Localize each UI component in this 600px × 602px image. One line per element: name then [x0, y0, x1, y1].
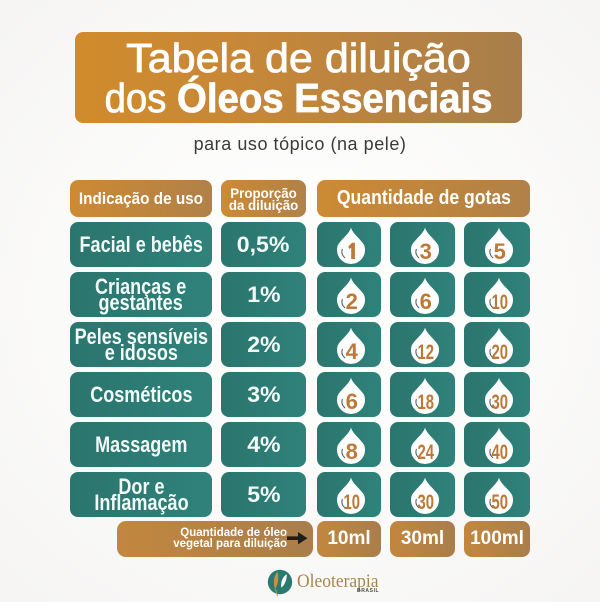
svg-text:2: 2 — [346, 289, 358, 314]
svg-text:5: 5 — [494, 239, 506, 264]
svg-text:24: 24 — [417, 440, 434, 464]
svg-text:30: 30 — [417, 490, 434, 514]
svg-text:3: 3 — [419, 239, 431, 264]
svg-text:8: 8 — [346, 439, 358, 464]
svg-text:10: 10 — [344, 490, 361, 514]
svg-text:6: 6 — [346, 389, 358, 414]
svg-text:20: 20 — [492, 340, 509, 364]
svg-text:50: 50 — [492, 490, 509, 514]
svg-text:6: 6 — [419, 289, 431, 314]
svg-text:4: 4 — [346, 339, 359, 364]
svg-text:40: 40 — [492, 440, 509, 464]
svg-text:10: 10 — [492, 290, 509, 314]
svg-text:12: 12 — [417, 340, 434, 364]
svg-text:30: 30 — [492, 390, 509, 414]
svg-text:18: 18 — [417, 390, 434, 414]
